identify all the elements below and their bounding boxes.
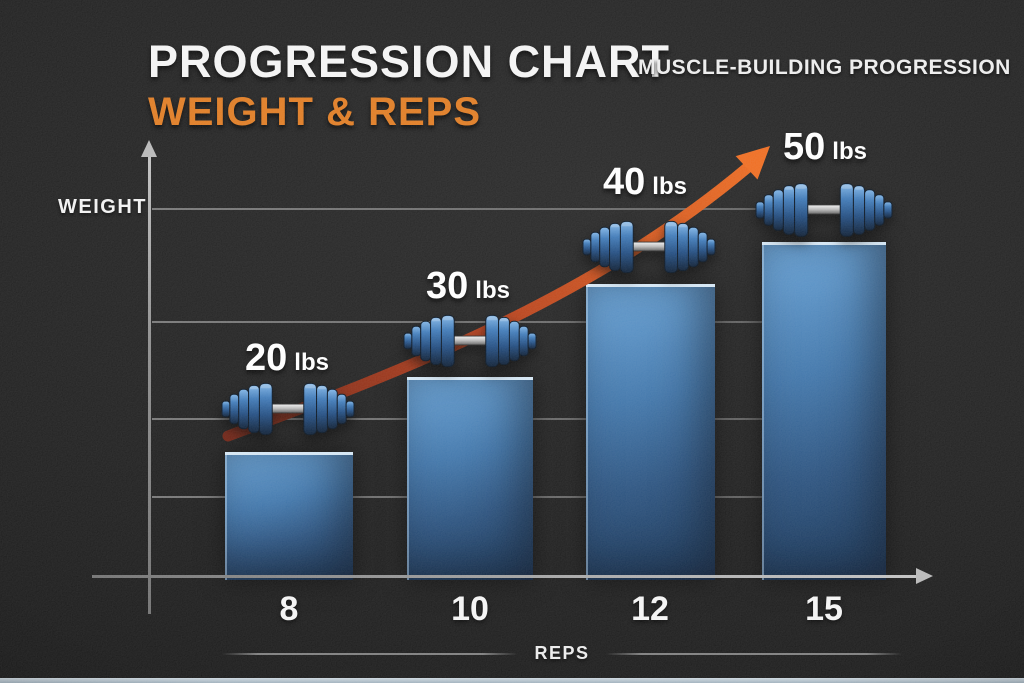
weight-unit: lbs — [652, 173, 687, 200]
x-tick-12: 12 — [631, 590, 669, 628]
x-axis-label: REPS — [534, 643, 590, 663]
x-tick-15: 15 — [805, 590, 843, 628]
bar-reps-8 — [225, 452, 353, 580]
x-axis-arrow-icon — [916, 568, 933, 584]
weight-value: 20 — [245, 337, 288, 379]
page-title: PROGRESSION CHART — [148, 36, 671, 87]
caption-rule-right — [605, 652, 902, 655]
x-axis-caption: REPS — [222, 643, 902, 664]
weight-unit: lbs — [294, 349, 329, 376]
bottom-edge-strip — [0, 678, 1024, 683]
y-axis-label: WEIGHT — [58, 196, 147, 218]
caption-rule-left — [222, 652, 519, 655]
header-tagline: MUSCLE-BUILDING PROGRESSION — [638, 56, 1011, 79]
weight-value: 30 — [426, 265, 469, 307]
dumbbell-icon — [221, 378, 355, 440]
bar-reps-15 — [762, 242, 886, 580]
weight-unit: lbs — [832, 138, 867, 165]
weight-label-50lbs: 50 lbs — [750, 126, 900, 169]
x-axis-line — [92, 575, 918, 578]
y-axis-arrow-icon — [141, 140, 157, 157]
weight-label-20lbs: 20 lbs — [212, 337, 362, 380]
weight-value: 40 — [603, 161, 646, 203]
weight-unit: lbs — [475, 277, 510, 304]
bar-reps-12 — [586, 284, 715, 580]
bar-reps-10 — [407, 377, 533, 580]
dumbbell-icon — [403, 310, 537, 372]
x-tick-8: 8 — [279, 590, 299, 628]
weight-label-40lbs: 40 lbs — [570, 161, 720, 204]
weight-label-30lbs: 30 lbs — [393, 265, 543, 308]
y-axis-line — [148, 156, 151, 614]
dumbbell-icon — [582, 216, 716, 278]
page-subtitle: WEIGHT & REPS — [148, 90, 482, 134]
dumbbell-icon — [755, 178, 893, 242]
weight-value: 50 — [783, 126, 826, 168]
x-tick-10: 10 — [451, 590, 489, 628]
